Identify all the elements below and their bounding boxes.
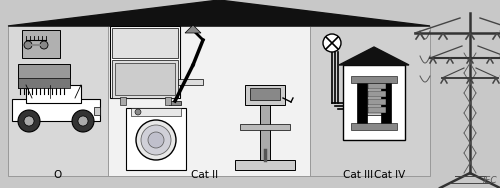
Bar	[120, 97, 126, 105]
Bar	[115, 63, 175, 95]
Bar	[18, 64, 70, 88]
Circle shape	[72, 110, 94, 132]
Polygon shape	[8, 0, 430, 26]
Bar	[235, 160, 295, 170]
Bar	[368, 99, 386, 105]
Bar	[363, 73, 391, 118]
Bar	[368, 83, 386, 89]
Bar	[8, 26, 430, 176]
Circle shape	[323, 34, 341, 52]
Text: Cat III: Cat III	[343, 170, 373, 180]
Bar	[8, 26, 108, 176]
Bar	[178, 79, 203, 85]
Bar	[110, 26, 180, 98]
Bar	[22, 30, 60, 58]
Bar	[26, 85, 81, 103]
Bar	[245, 85, 285, 105]
Bar	[18, 78, 70, 88]
Bar	[112, 28, 178, 58]
Bar	[351, 123, 397, 130]
Polygon shape	[339, 47, 409, 65]
Bar	[357, 78, 367, 126]
Bar	[351, 76, 397, 83]
Circle shape	[40, 41, 48, 49]
Circle shape	[141, 125, 171, 155]
Bar	[310, 26, 430, 176]
Circle shape	[148, 132, 164, 148]
Bar	[8, 26, 430, 176]
Circle shape	[24, 41, 32, 49]
Bar	[12, 99, 100, 121]
Circle shape	[135, 109, 141, 115]
Text: Cat II: Cat II	[192, 170, 218, 180]
Bar	[165, 97, 171, 105]
Bar	[368, 91, 386, 97]
Bar	[240, 124, 290, 130]
Bar	[94, 107, 100, 115]
Polygon shape	[185, 25, 201, 33]
Bar	[343, 65, 405, 140]
Circle shape	[78, 116, 88, 126]
Text: O: O	[54, 170, 62, 180]
Circle shape	[136, 120, 176, 160]
Bar	[381, 78, 391, 126]
Bar	[169, 101, 181, 105]
Bar	[340, 0, 500, 188]
Text: IEC: IEC	[482, 176, 497, 185]
Bar	[126, 108, 186, 170]
Bar	[260, 95, 270, 160]
Text: Cat IV: Cat IV	[374, 170, 406, 180]
Bar	[131, 108, 181, 116]
Circle shape	[24, 116, 34, 126]
Circle shape	[18, 110, 40, 132]
Bar	[250, 88, 280, 100]
Bar	[368, 107, 386, 113]
Bar	[112, 60, 178, 98]
Bar	[366, 79, 388, 115]
